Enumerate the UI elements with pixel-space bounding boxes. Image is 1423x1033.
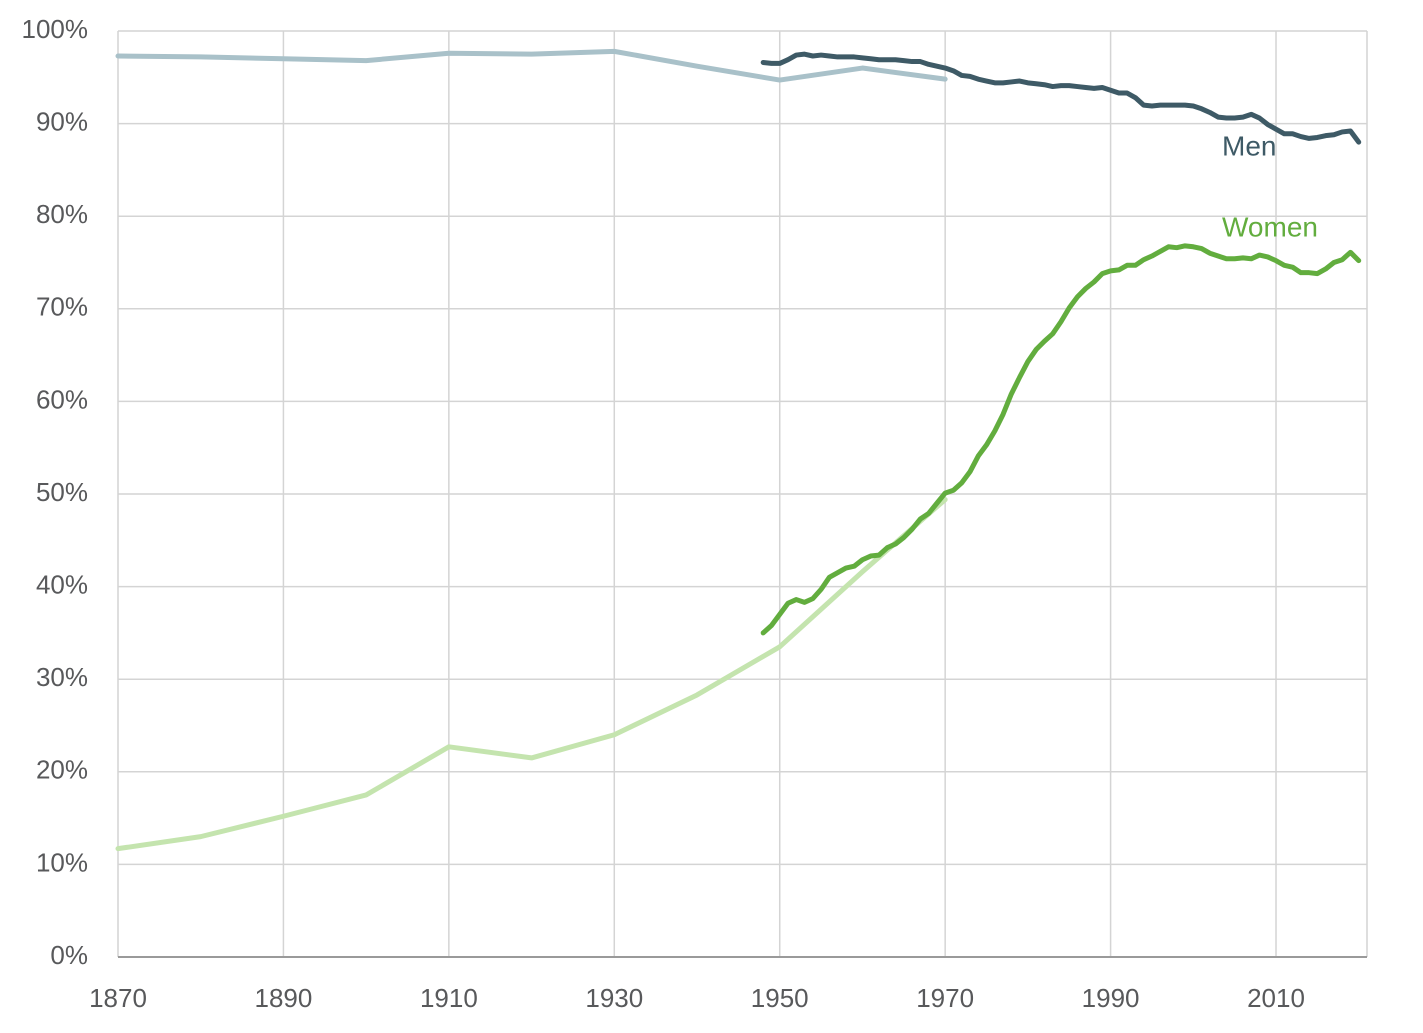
- series-line: [760, 51, 1362, 145]
- y-tick-label: 70%: [36, 292, 88, 322]
- y-tick-label: 20%: [36, 755, 88, 785]
- y-tick-label: 60%: [36, 384, 88, 414]
- x-tick-label: 1910: [420, 983, 478, 1013]
- y-tick-label: 10%: [36, 847, 88, 877]
- x-tick-label: 1970: [916, 983, 974, 1013]
- y-tick-label: 80%: [36, 199, 88, 229]
- y-tick-label: 100%: [22, 14, 89, 44]
- x-tick-label: 1930: [585, 983, 643, 1013]
- series-label: Men: [1222, 130, 1276, 161]
- y-tick-label: 40%: [36, 569, 88, 599]
- y-tick-label: 50%: [36, 477, 88, 507]
- x-tick-label: 1890: [255, 983, 313, 1013]
- x-tick-label: 1870: [89, 983, 147, 1013]
- series-line: [115, 48, 948, 83]
- y-tick-label: 90%: [36, 106, 88, 136]
- series-label: Women: [1222, 211, 1318, 242]
- x-tick-label: 2010: [1247, 983, 1305, 1013]
- y-tick-label: 30%: [36, 662, 88, 692]
- y-tick-label: 0%: [50, 940, 88, 970]
- series-line: [760, 243, 1362, 636]
- series-line: [115, 497, 948, 852]
- x-tick-label: 1950: [751, 983, 809, 1013]
- x-tick-label: 1990: [1082, 983, 1140, 1013]
